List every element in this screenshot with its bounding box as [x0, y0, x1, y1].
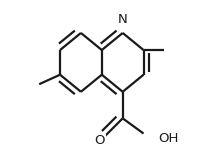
Text: O: O — [95, 134, 105, 147]
Text: OH: OH — [159, 132, 179, 145]
Text: N: N — [118, 13, 127, 26]
